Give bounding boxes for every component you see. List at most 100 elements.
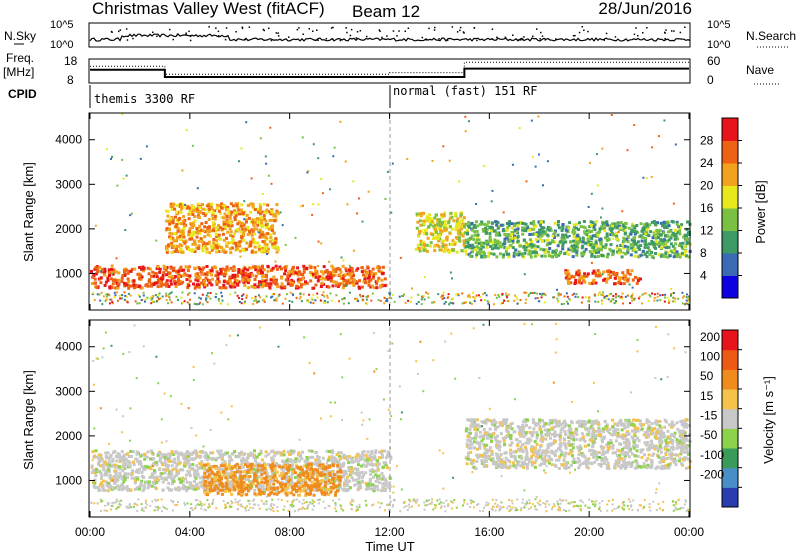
- power-cell: [319, 285, 323, 288]
- power-cell: [546, 238, 549, 242]
- power-cell: [478, 250, 482, 254]
- power-ground-cell: [593, 293, 596, 296]
- power-cell: [582, 220, 586, 223]
- power-sparse-cell: [621, 210, 624, 213]
- velocity-cell: [381, 474, 385, 478]
- power-cell: [125, 268, 129, 272]
- velocity-cell: [348, 486, 352, 490]
- power-cell: [561, 226, 565, 230]
- noise-search-dot: [316, 29, 318, 31]
- power-ground-cell: [285, 293, 288, 296]
- power-cell: [368, 270, 372, 274]
- velocity-cell: [125, 485, 129, 489]
- power-cell: [572, 223, 576, 227]
- power-cell: [461, 234, 465, 238]
- power-sparse-cell: [645, 177, 648, 180]
- velocity-cell: [296, 465, 300, 469]
- velocity-cell: [321, 463, 325, 467]
- velocity-cell: [275, 492, 279, 496]
- power-sparse-cell: [599, 246, 601, 248]
- power-ground-cell: [307, 299, 309, 302]
- power-cell: [253, 286, 257, 290]
- power-cell: [210, 207, 214, 211]
- power-cell: [187, 284, 191, 288]
- power-cell: [671, 244, 675, 248]
- velocity-cell: [228, 480, 232, 484]
- power-ground-cell: [150, 302, 153, 305]
- power-ground-cell: [330, 299, 333, 302]
- velocity-cell: [108, 476, 112, 480]
- power-ground-cell: [558, 294, 561, 297]
- power-cell: [322, 265, 326, 269]
- power-cell: [654, 236, 658, 240]
- power-ground-cell: [638, 295, 641, 298]
- velocity-cell: [190, 452, 194, 456]
- power-sparse-cell: [556, 288, 558, 291]
- power-ground-cell: [96, 293, 99, 296]
- velocity-cell: [260, 486, 264, 490]
- power-cell: [370, 272, 373, 276]
- power-cell: [467, 238, 471, 242]
- power-cell: [629, 253, 633, 257]
- power-cell: [168, 235, 171, 239]
- power-cell: [434, 236, 438, 240]
- power-cell: [209, 269, 213, 273]
- velocity-cell: [191, 451, 195, 455]
- power-cell: [635, 224, 639, 227]
- power-cell: [227, 211, 231, 215]
- power-ground-cell: [108, 294, 111, 297]
- velocity-cell: [294, 457, 298, 461]
- power-ground-cell: [425, 291, 428, 294]
- power-cell: [187, 248, 191, 252]
- power-sparse-cell: [490, 200, 493, 203]
- velocity-cell: [123, 486, 127, 490]
- velocity-cell: [276, 450, 280, 454]
- power-cell: [662, 238, 666, 242]
- freq-tick-top: 18: [64, 54, 78, 68]
- velocity-cell: [210, 465, 214, 469]
- power-colorbar-label: 12: [700, 224, 714, 238]
- power-cell: [241, 279, 245, 282]
- power-cell: [259, 212, 262, 216]
- power-cell: [636, 279, 640, 283]
- power-cell: [199, 210, 203, 214]
- velocity-cell: [288, 483, 292, 487]
- velocity-cell: [330, 458, 334, 462]
- velocity-cell: [108, 474, 112, 477]
- power-cell: [197, 244, 201, 248]
- power-cell: [182, 235, 186, 239]
- power-cell: [623, 278, 627, 282]
- velocity-cell: [101, 488, 105, 492]
- velocity-cell: [324, 476, 328, 480]
- noise-search-dot: [359, 30, 362, 32]
- power-cell: [505, 247, 509, 251]
- power-cell: [664, 246, 668, 250]
- power-cell: [106, 277, 110, 281]
- power-cell: [258, 202, 262, 206]
- power-cell: [116, 286, 120, 290]
- power-cell: [609, 243, 613, 247]
- power-cell: [544, 230, 548, 234]
- power-sparse-cell: [319, 277, 322, 280]
- power-cell: [187, 230, 191, 234]
- power-ground-cell: [151, 297, 154, 300]
- power-cell: [380, 278, 384, 282]
- velocity-cell: [217, 451, 221, 455]
- power-cell: [275, 245, 279, 249]
- velocity-cell: [351, 478, 355, 482]
- velocity-cell: [383, 489, 387, 492]
- power-cell: [516, 224, 520, 228]
- power-ground-cell: [420, 303, 423, 306]
- velocity-cell: [221, 488, 225, 492]
- power-ground-cell: [138, 302, 141, 305]
- velocity-cell: [346, 458, 350, 462]
- power-sparse-cell: [601, 147, 604, 150]
- power-ground-cell: [199, 301, 201, 304]
- power-ground-cell: [292, 293, 294, 296]
- power-cell: [311, 272, 315, 276]
- noise-search-dot: [235, 31, 237, 33]
- power-cell: [142, 266, 146, 270]
- power-cell: [527, 242, 531, 246]
- power-cell: [191, 248, 195, 252]
- power-cell: [504, 234, 508, 238]
